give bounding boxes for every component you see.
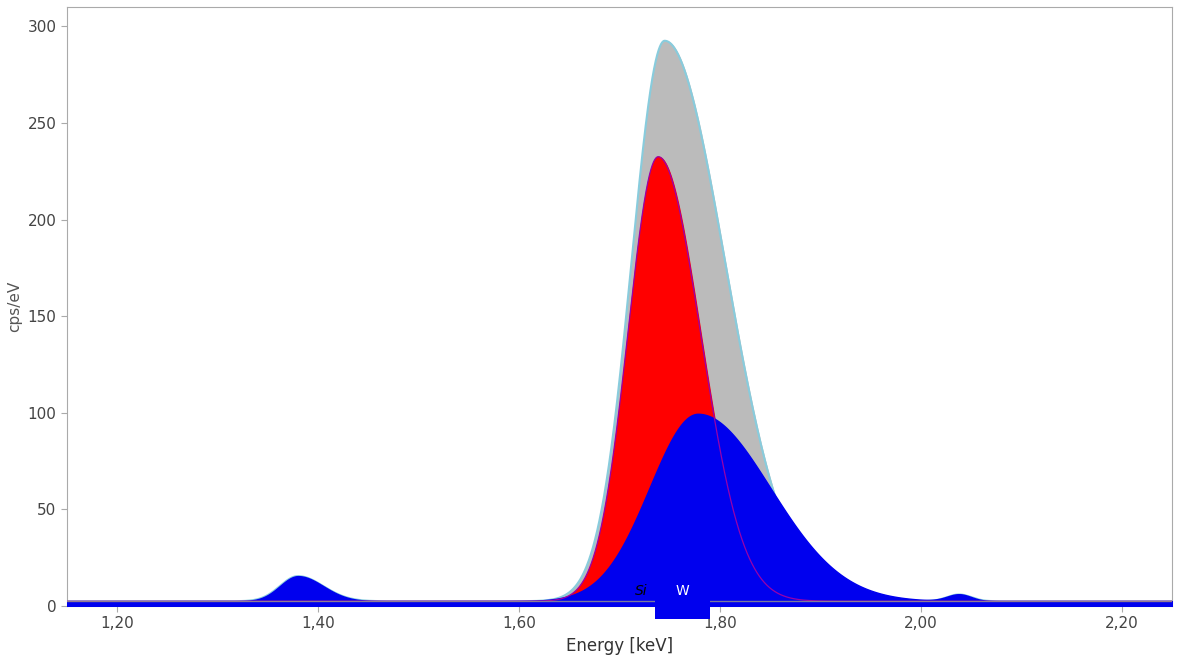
X-axis label: Energy [keV]: Energy [keV]	[566, 637, 673, 655]
Y-axis label: cps/eV: cps/eV	[7, 281, 22, 332]
Text: W: W	[676, 585, 690, 598]
Text: Si: Si	[635, 585, 648, 598]
